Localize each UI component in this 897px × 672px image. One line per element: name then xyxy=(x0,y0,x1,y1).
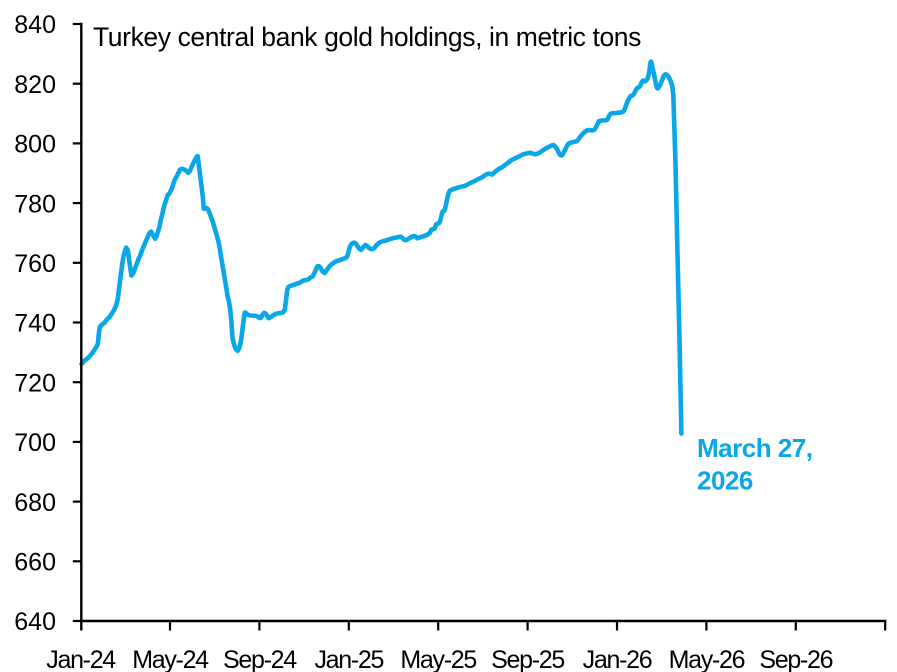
svg-text:760: 760 xyxy=(14,250,56,278)
svg-text:Jan-24: Jan-24 xyxy=(46,646,116,672)
svg-text:Jan-25: Jan-25 xyxy=(314,646,383,672)
svg-text:May-26: May-26 xyxy=(669,646,745,672)
svg-text:740: 740 xyxy=(14,310,56,338)
svg-text:March 27,: March 27, xyxy=(697,433,812,463)
svg-text:660: 660 xyxy=(14,549,56,577)
svg-text:Sep-26: Sep-26 xyxy=(759,646,832,672)
svg-text:840: 840 xyxy=(14,11,56,39)
svg-text:Sep-25: Sep-25 xyxy=(491,646,564,672)
svg-text:700: 700 xyxy=(14,429,56,457)
svg-text:720: 720 xyxy=(14,369,56,397)
svg-text:680: 680 xyxy=(14,489,56,517)
svg-text:Turkey central bank gold holdi: Turkey central bank gold holdings, in me… xyxy=(93,22,641,52)
svg-text:May-25: May-25 xyxy=(400,646,476,672)
svg-text:May-24: May-24 xyxy=(132,646,209,672)
svg-text:820: 820 xyxy=(14,71,56,99)
svg-text:800: 800 xyxy=(14,131,56,159)
svg-text:Jan-26: Jan-26 xyxy=(583,646,652,672)
svg-text:2026: 2026 xyxy=(697,466,753,496)
svg-text:Sep-24: Sep-24 xyxy=(223,646,297,672)
svg-text:640: 640 xyxy=(14,608,56,636)
svg-text:780: 780 xyxy=(14,190,56,218)
